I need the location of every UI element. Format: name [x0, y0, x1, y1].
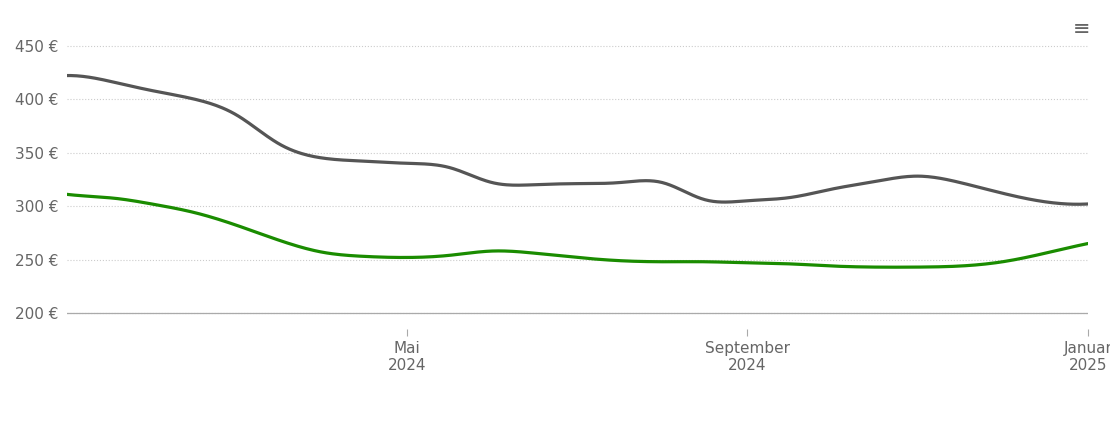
Legend: lose Ware, Sackware: lose Ware, Sackware [446, 420, 708, 422]
Text: ≡: ≡ [1072, 19, 1090, 39]
